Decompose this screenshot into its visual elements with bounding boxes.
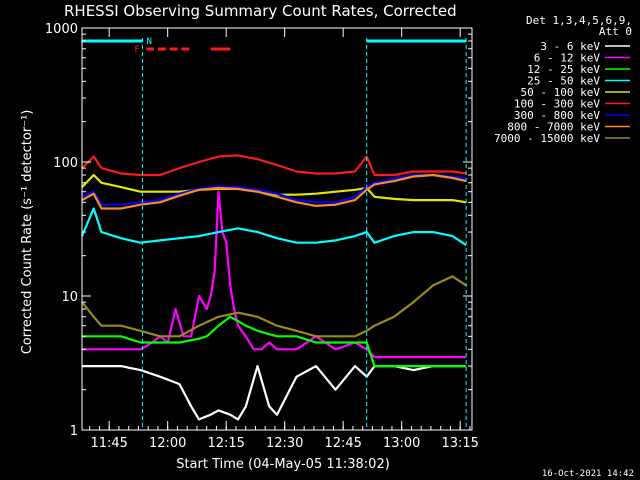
- series-line-7: [81, 173, 467, 210]
- x-axis-label: Start Time (04-May-05 11:38:02): [176, 457, 390, 472]
- legend-label: 7000 - 15000 keV: [494, 132, 600, 145]
- y-axis-label: Corrected Count Rate (s⁻¹ detector⁻¹): [20, 110, 35, 355]
- x-tick-label: 13:00: [383, 436, 420, 451]
- legend-label: 25 - 50 keV: [527, 75, 600, 88]
- x-tick-label: 12:15: [207, 436, 244, 451]
- x-tick-label: 13:15: [441, 436, 478, 451]
- y-tick-label: 1: [70, 424, 78, 439]
- legend-header: Att 0: [599, 25, 632, 38]
- y-axis-ticks: 1 10 100 1000: [45, 22, 472, 439]
- flag-label: F: [134, 45, 139, 55]
- series-line-8: [81, 275, 467, 338]
- x-tick-label: 12:30: [266, 436, 303, 451]
- plot-area: NF: [80, 27, 473, 431]
- footer-timestamp: 16-Oct-2021 14:42: [542, 469, 634, 479]
- legend-label: 12 - 25 keV: [527, 63, 600, 76]
- series-line-3: [80, 207, 467, 247]
- series-line-5: [81, 154, 467, 177]
- x-axis-ticks: 11:45 12:00 12:15 12:30 12:45 13:00 13:15: [89, 28, 479, 451]
- y-tick-label: 10: [61, 290, 78, 305]
- y-tick-label: 1000: [45, 22, 78, 37]
- legend-label: 3 - 6 keV: [540, 40, 600, 53]
- legend-label: 50 - 100 keV: [521, 86, 601, 99]
- chart-title: RHESSI Observing Summary Count Rates, Co…: [64, 2, 457, 20]
- legend-label: 6 - 12 keV: [534, 52, 601, 65]
- x-tick-label: 11:45: [90, 436, 127, 451]
- y-tick-label: 100: [53, 156, 78, 171]
- x-tick-label: 12:45: [324, 436, 361, 451]
- series-line-6: [81, 173, 467, 206]
- legend-label: 300 - 800 keV: [514, 109, 600, 122]
- legend-label: 800 - 7000 keV: [507, 121, 600, 134]
- night-label: N: [146, 37, 151, 47]
- series-line-2: [82, 315, 467, 368]
- legend-label: 100 - 300 keV: [514, 98, 600, 111]
- x-tick-label: 12:00: [149, 436, 186, 451]
- plot-frame: [81, 27, 473, 431]
- legend-header: Det 1,3,4,5,6,9,: [526, 14, 632, 27]
